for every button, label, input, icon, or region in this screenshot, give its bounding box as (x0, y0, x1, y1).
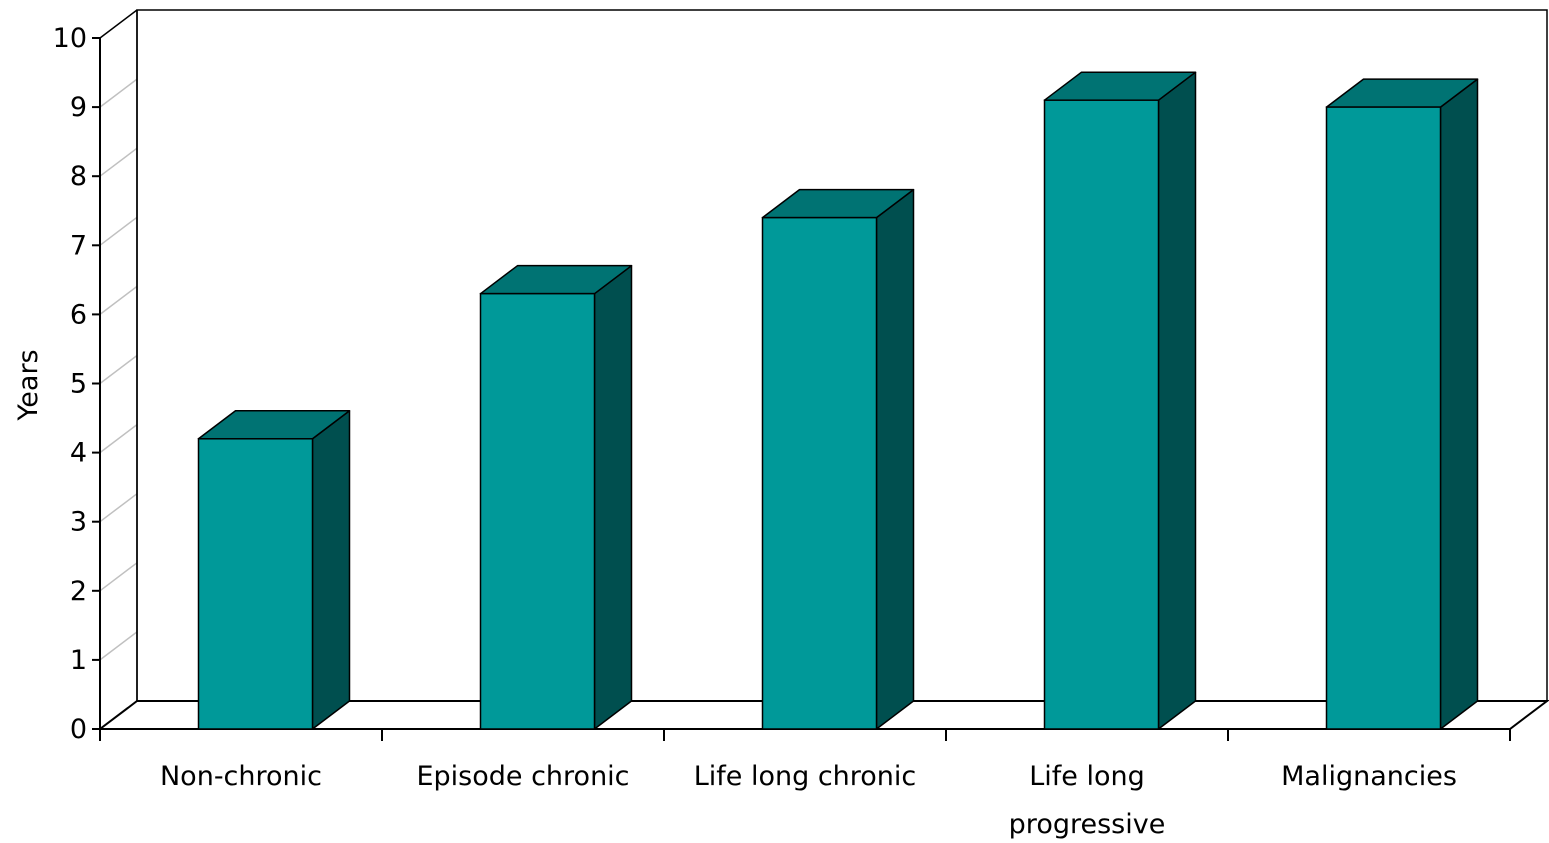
bar-side (1439, 78, 1479, 730)
y-tick-label: 3 (70, 507, 87, 538)
bar (197, 410, 351, 730)
gridline-side (99, 631, 138, 661)
y-axis-top-edge (99, 9, 138, 39)
bar-front (1325, 106, 1442, 730)
bar (761, 188, 915, 730)
gridline-side (99, 493, 138, 523)
y-tick-label: 1 (70, 645, 87, 676)
bar-side (875, 188, 915, 730)
x-category-label: progressive (1009, 809, 1166, 840)
x-category-label: Life long (1029, 761, 1145, 792)
y-tick-label: 7 (70, 230, 87, 261)
bar-front (197, 438, 314, 730)
x-category-label: Non-chronic (160, 761, 322, 792)
bar-side (593, 264, 633, 730)
y-tick-label: 5 (70, 369, 87, 400)
gridline-side (99, 354, 138, 385)
gridline-side (99, 216, 138, 246)
y-axis-title: Years (13, 349, 44, 421)
y-tick-label: 4 (70, 438, 87, 469)
bar-side (311, 410, 351, 730)
labels: 0 1 2 3 4 5 6 7 8 9 10 Non-chronic Episode chronic Li… (13, 23, 1457, 840)
bar (1325, 78, 1479, 730)
gridline-side (99, 285, 138, 315)
y-tick-label: 6 (70, 299, 87, 330)
x-category-label: Episode chronic (416, 761, 629, 792)
bar-side (1157, 71, 1197, 730)
gridline-side (99, 562, 138, 592)
bar-front (479, 292, 596, 730)
gridline-side (99, 424, 138, 454)
y-tick-label: 9 (70, 92, 87, 123)
bar-front (761, 216, 878, 730)
x-category-label: Life long chronic (694, 761, 917, 792)
y-tick-label: 10 (53, 23, 87, 54)
y-tick-label: 0 (70, 714, 87, 745)
bars (197, 71, 1479, 730)
bar (1043, 71, 1197, 730)
y-tick-label: 2 (70, 576, 87, 607)
x-category-label: Malignancies (1281, 761, 1457, 792)
bar (479, 264, 633, 730)
bar-front (1043, 99, 1160, 730)
gridline-side (99, 147, 138, 177)
gridline-side (99, 78, 138, 108)
y-tick-label: 8 (70, 161, 87, 192)
